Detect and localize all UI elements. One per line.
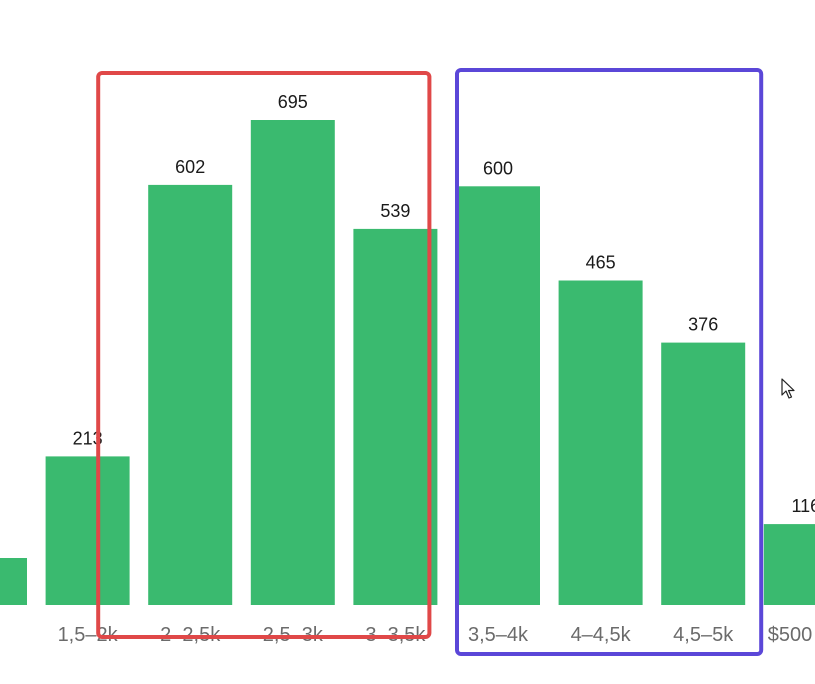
highlight-boxes-layer xyxy=(96,68,764,656)
bar-4 xyxy=(353,228,438,605)
bar-value-label: 695 xyxy=(278,92,308,112)
blue-highlight-box xyxy=(455,68,764,656)
mouse-pointer-icon xyxy=(781,378,795,399)
bar-value-label: 465 xyxy=(586,253,616,273)
bars-layer xyxy=(0,120,815,606)
bar-0 xyxy=(0,558,27,605)
bar-7 xyxy=(661,342,746,605)
bar-8 xyxy=(763,524,815,605)
bar-value-label: 539 xyxy=(380,201,410,221)
bar-value-label: 602 xyxy=(175,157,205,177)
red-highlight-box xyxy=(96,71,432,639)
bar-value-label: 600 xyxy=(483,158,513,178)
x-tick-label: 4,5–5k xyxy=(673,624,734,646)
x-tick-label: 4–4,5k xyxy=(571,624,632,646)
bar-5 xyxy=(456,186,540,606)
bar-3 xyxy=(250,120,335,605)
bar-value-label: 376 xyxy=(688,315,718,335)
bar-1 xyxy=(45,456,130,605)
bar-value-label: 116 xyxy=(791,496,815,516)
x-tick-label: $500 xyxy=(768,624,813,646)
x-tick-label: 3,5–4k xyxy=(468,624,529,646)
bar-2 xyxy=(148,184,233,605)
bar-6 xyxy=(558,280,643,605)
value-labels-layer: 213 602 695 539 600 465 376 116 xyxy=(73,92,815,516)
x-tick-labels-layer: 5k1,5–2k2–2,5k2,5–3k3–3,5k3,5–4k4–4,5k4,… xyxy=(58,624,813,646)
x-tick-label: 1,5–2k xyxy=(58,624,119,646)
bar-value-label: 213 xyxy=(73,428,103,448)
